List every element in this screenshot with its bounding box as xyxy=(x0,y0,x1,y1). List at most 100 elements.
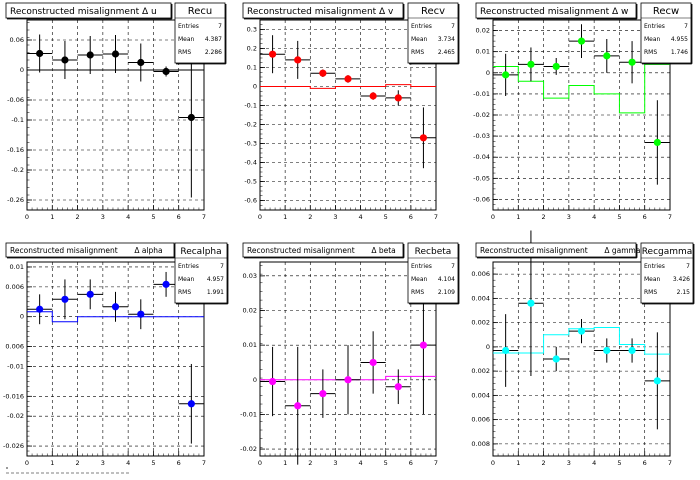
y-tick-label: -0.2 xyxy=(11,166,24,174)
x-tick-label: 7 xyxy=(202,459,206,467)
stats-entries-value: 7 xyxy=(220,263,224,270)
point-marker xyxy=(577,327,586,335)
stats-name: Recalpha xyxy=(180,247,221,257)
data-point xyxy=(27,34,53,73)
x-tick-label: 4 xyxy=(592,213,596,221)
stats-mean-value: 4.104 xyxy=(438,276,455,283)
stats-box xyxy=(407,2,459,64)
stats-mean-label: Mean xyxy=(411,276,428,283)
chart-title: Reconstructed misalignment Δ w xyxy=(480,7,628,17)
x-tick-label: 4 xyxy=(592,459,596,467)
point-marker xyxy=(527,299,535,307)
y-tick-label: 0.01 xyxy=(10,263,24,271)
point-marker xyxy=(268,377,277,386)
point-marker xyxy=(369,92,377,100)
point-marker xyxy=(394,383,402,391)
chart-panel-6: 0.006 0.004 0.002 0 0.002 0.004 0.006 0.008 0 1 2 3… xyxy=(471,230,695,467)
stats-mean-value: 4.957 xyxy=(207,276,224,283)
chart-title: Reconstructed misalignment Δ beta xyxy=(247,246,396,255)
y-tick-label: -0.3 xyxy=(244,140,257,148)
stats-rms-value: 2.109 xyxy=(438,289,455,296)
data-point xyxy=(153,66,179,77)
data-point xyxy=(52,279,78,320)
y-tick-label: -0.6 xyxy=(244,197,257,205)
x-tick-label: 4 xyxy=(359,459,363,467)
x-tick-label: 2 xyxy=(542,213,546,221)
data-point xyxy=(594,338,620,363)
point-marker xyxy=(268,50,277,58)
y-tick-label: 0.1 xyxy=(247,64,257,72)
histogram-line xyxy=(27,311,204,323)
chart-title: Reconstructed misalignment Δ u xyxy=(10,7,157,17)
x-tick-label: 7 xyxy=(434,213,438,221)
x-tick-label: 3 xyxy=(333,459,337,467)
stats-entries-value: 7 xyxy=(686,263,690,270)
x-tick-label: 5 xyxy=(384,213,388,221)
y-tick-label: 0.004 xyxy=(471,294,490,302)
y-tick-label: -0.5 xyxy=(244,178,257,186)
x-tick-label: 2 xyxy=(308,213,312,221)
point-marker xyxy=(61,295,69,303)
stats-rms-value: 2.465 xyxy=(438,49,455,56)
chart-panel-4: 0.01 0.006 0 0.006 -0.01 -0.016 -0.02 -0.026 0 1 2… xyxy=(3,242,229,467)
point-marker xyxy=(502,71,510,79)
y-tick-label: -0.4 xyxy=(244,159,257,167)
x-tick-label: 6 xyxy=(177,459,181,467)
x-tick-label: 1 xyxy=(50,459,54,467)
point-marker xyxy=(628,58,636,66)
histogram-line xyxy=(493,63,670,114)
stats-name: Recu xyxy=(188,6,213,17)
data-point xyxy=(493,314,519,387)
stats-name: Recgamma xyxy=(642,247,693,257)
x-tick-label: 0 xyxy=(491,213,495,221)
point-marker xyxy=(319,390,327,398)
y-tick-label: 0.004 xyxy=(471,391,490,399)
x-tick-label: 2 xyxy=(76,459,80,467)
y-tick-label: 0.06 xyxy=(10,36,24,44)
data-point xyxy=(260,35,286,74)
y-tick-label: -0.06 xyxy=(473,195,490,203)
stats-mean-value: 4.387 xyxy=(205,36,222,43)
x-tick-label: 1 xyxy=(516,213,520,221)
data-point xyxy=(153,271,179,297)
x-tick-label: 3 xyxy=(567,459,571,467)
y-tick-label: 0.3 xyxy=(247,26,257,34)
data-point xyxy=(543,346,569,372)
stats-entries-value: 7 xyxy=(684,23,688,30)
point-marker xyxy=(653,138,661,147)
y-tick-label: 0 xyxy=(486,69,490,77)
point-marker xyxy=(162,67,170,76)
point-marker xyxy=(61,56,69,64)
stats-rms-label: RMS xyxy=(411,49,424,56)
data-point xyxy=(77,36,103,74)
chart-panel-2: 0.30.20.10-0.1-0.2-0.3-0.4-0.5-0.60 1 2 3 4 5… xyxy=(242,2,460,221)
point-marker xyxy=(137,310,145,318)
point-marker xyxy=(527,60,535,68)
x-tick-label: 6 xyxy=(409,459,413,467)
y-tick-label: 0.01 xyxy=(243,341,257,349)
chart-title: Reconstructed misalignment Δ v xyxy=(247,7,394,17)
stats-box xyxy=(407,242,459,304)
x-tick-label: 0 xyxy=(258,459,262,467)
data-point xyxy=(493,53,519,96)
point-marker xyxy=(319,69,327,77)
data-point xyxy=(102,291,129,322)
stats-mean-label: Mean xyxy=(411,36,428,43)
stats-rms-value: 1.991 xyxy=(207,289,224,296)
x-tick-label: 1 xyxy=(50,213,54,221)
x-tick-label: 6 xyxy=(643,213,647,221)
x-tick-label: 7 xyxy=(202,213,206,221)
y-tick-label: -0.16 xyxy=(7,146,24,154)
point-marker xyxy=(137,58,145,67)
point-marker xyxy=(187,400,195,408)
data-point xyxy=(385,369,411,405)
stats-rms-value: 1.746 xyxy=(671,49,688,56)
y-tick-label: 0 xyxy=(253,83,257,91)
y-tick-label: -0.05 xyxy=(473,174,490,182)
point-marker xyxy=(394,94,402,102)
data-point xyxy=(335,345,361,415)
x-tick-label: 6 xyxy=(643,459,647,467)
point-marker xyxy=(344,376,352,384)
data-point xyxy=(568,24,595,58)
stats-rms-label: RMS xyxy=(178,49,191,56)
